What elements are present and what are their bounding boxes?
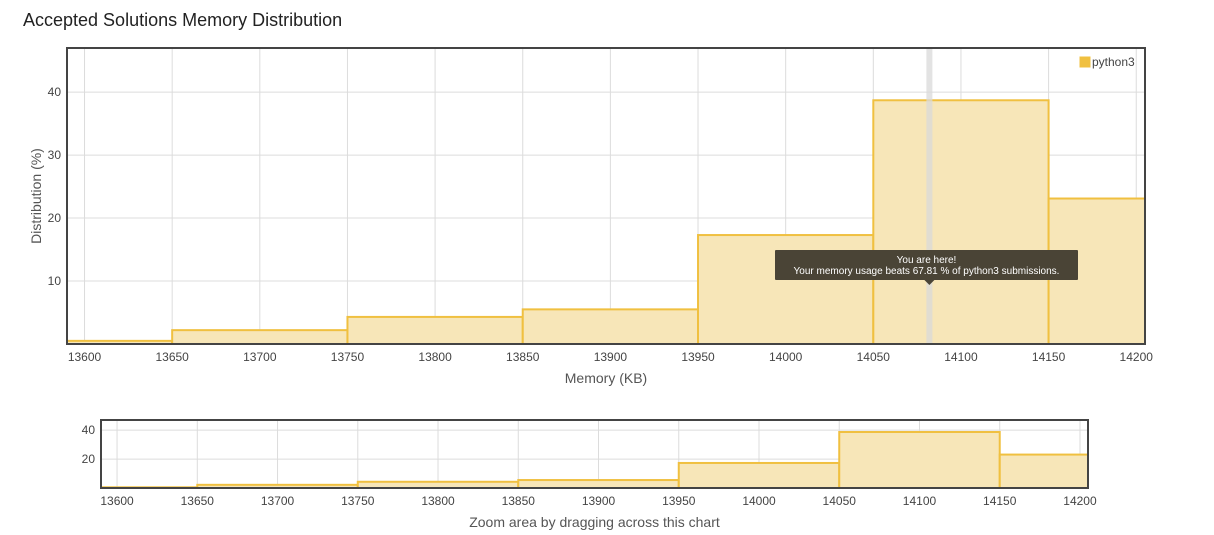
nav-x-tick-label: 14150 (983, 494, 1017, 508)
nav-x-tick-label: 13650 (181, 494, 215, 508)
tooltip-line1: You are here! (897, 255, 957, 266)
nav-bar-14150-14250 (998, 453, 1088, 488)
legend-swatch-python3 (1079, 56, 1091, 68)
nav-x-tick-label: 13900 (582, 494, 616, 508)
your-position-marker (926, 48, 933, 344)
x-tick-label: 13600 (68, 350, 102, 364)
nav-x-tick-label: 13950 (662, 494, 696, 508)
nav-bar-13950-14050 (677, 461, 841, 488)
x-tick-label: 14150 (1032, 350, 1066, 364)
nav-x-tick-label: 14000 (742, 494, 776, 508)
nav-x-tick-label: 14050 (823, 494, 857, 508)
bar-13650-13750 (171, 329, 349, 344)
nav-y-tick-label: 20 (82, 452, 96, 466)
main-plot[interactable]: 13600 13650 13700 13750 13800 13850 13900 13950… (0, 47, 1214, 386)
x-tick-label: 13850 (506, 350, 540, 364)
nav-zoom-hint: Zoom area by dragging across this chart (469, 514, 720, 530)
x-tick-label: 14050 (857, 350, 891, 364)
nav-x-tick-label: 14200 (1063, 494, 1097, 508)
y-tick-label: 40 (48, 85, 62, 99)
plot-frame (66, 47, 1146, 345)
nav-x-tick-label: 14100 (903, 494, 937, 508)
x-tick-label: 13650 (155, 350, 189, 364)
y-axis-label: Distribution (%) (28, 148, 44, 244)
x-tick-label: 14200 (1120, 350, 1154, 364)
y-tick-label: 30 (48, 148, 62, 162)
y-tick-label: 10 (48, 274, 62, 288)
bar-13850-13950 (521, 308, 700, 344)
nav-x-tick-label: 13800 (421, 494, 455, 508)
x-axis-label: Memory (KB) (565, 370, 647, 386)
nav-x-tick-label: 13700 (261, 494, 295, 508)
x-tick-label: 13700 (243, 350, 277, 364)
x-tick-label: 13800 (418, 350, 452, 364)
tooltip: You are here!Your memory usage beats 67.… (775, 250, 1078, 285)
legend-label-python3: python3 (1092, 55, 1135, 69)
tooltip-pointer (924, 280, 935, 285)
nav-plot-frame (100, 419, 1089, 489)
x-tick-label: 14000 (769, 350, 803, 364)
zoom-navigator-plot[interactable]: 13600 13650 13700 13750 13800 13850 13900 13950… (37, 419, 1160, 530)
x-tick-label: 13750 (331, 350, 365, 364)
nav-x-tick-label: 13850 (502, 494, 536, 508)
x-tick-label: 13900 (594, 350, 628, 364)
nav-bar-13850-13950 (517, 479, 680, 488)
bar-14050-14150 (872, 99, 1050, 344)
x-tick-label: 13950 (681, 350, 715, 364)
nav-y-tick-label: 40 (82, 423, 96, 437)
nav-x-tick-label: 13750 (341, 494, 375, 508)
tooltip-box (775, 250, 1078, 280)
bars-group (67, 48, 1145, 344)
y-tick-label: 20 (48, 211, 62, 225)
nav-x-tick-label: 13600 (100, 494, 134, 508)
chart-title: Accepted Solutions Memory Distribution (23, 10, 343, 30)
bars-group (101, 431, 1088, 488)
x-tick-label: 14100 (944, 350, 978, 364)
tooltip-line2: Your memory usage beats 67.81 % of pytho… (794, 266, 1060, 277)
bar-13750-13850 (346, 315, 524, 344)
legend: python3 (1079, 55, 1135, 69)
nav-bar-14050-14150 (838, 431, 1001, 488)
